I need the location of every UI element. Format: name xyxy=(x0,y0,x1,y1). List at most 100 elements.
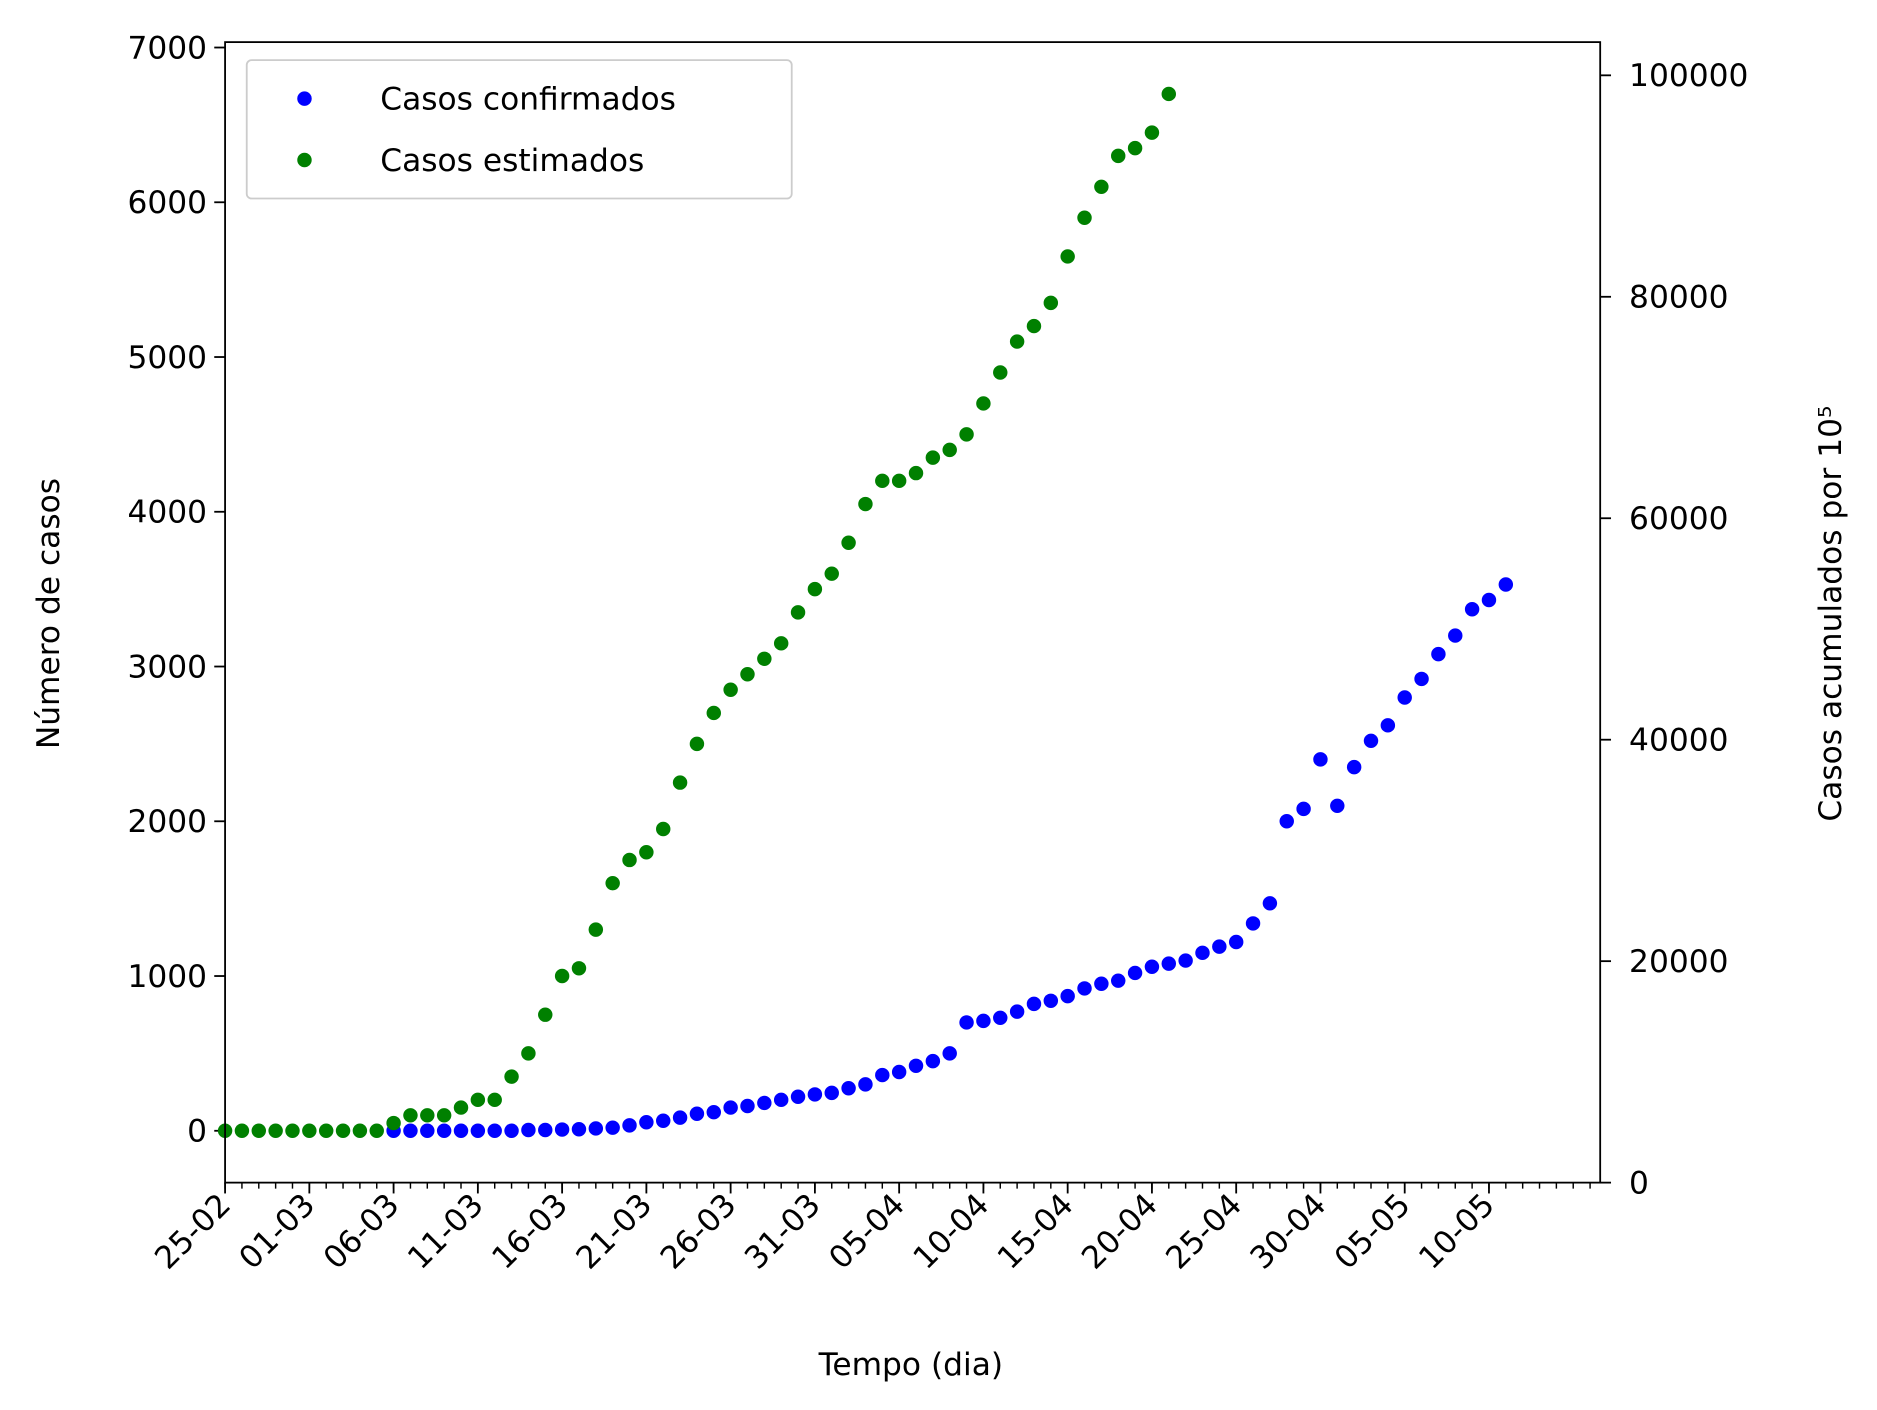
data-point xyxy=(1414,671,1429,687)
legend-label: Casos confirmados xyxy=(380,81,676,117)
data-point xyxy=(1111,148,1126,164)
data-point xyxy=(639,845,654,860)
data-point xyxy=(1228,934,1244,950)
data-point xyxy=(1009,1004,1025,1019)
data-point xyxy=(1245,916,1261,931)
data-point xyxy=(706,705,722,721)
data-point xyxy=(403,1108,418,1123)
data-point xyxy=(571,961,587,976)
data-point xyxy=(740,1098,755,1114)
data-point xyxy=(605,1120,620,1135)
y-tick-label: 3000 xyxy=(127,649,207,685)
data-point xyxy=(1127,140,1143,156)
data-point xyxy=(1212,939,1227,954)
data-point xyxy=(1144,125,1160,140)
y2-axis-label: Casos acumulados por 10⁵ xyxy=(1813,405,1849,821)
data-point xyxy=(1330,798,1345,814)
data-point xyxy=(588,1121,604,1136)
y-tick-label: 4000 xyxy=(127,495,207,531)
data-point xyxy=(251,1123,267,1138)
data-point xyxy=(470,1092,486,1108)
data-point xyxy=(436,1108,452,1123)
data-point xyxy=(1195,945,1210,961)
data-point xyxy=(554,1122,570,1137)
data-point xyxy=(1043,993,1059,1009)
data-point xyxy=(1464,602,1480,617)
data-point xyxy=(504,1123,519,1138)
data-point xyxy=(993,365,1008,380)
x-tick-label: 10-04 xyxy=(907,1187,997,1277)
data-point xyxy=(773,1092,789,1108)
y2-tick-label: 100000 xyxy=(1629,58,1748,94)
data-point xyxy=(1077,210,1092,225)
data-point xyxy=(757,1095,772,1111)
y-axis-label: Número de casos xyxy=(31,478,67,749)
data-point xyxy=(369,1123,384,1138)
data-point xyxy=(420,1108,435,1123)
data-point xyxy=(672,775,688,790)
data-point xyxy=(1296,801,1311,817)
data-point xyxy=(285,1123,300,1138)
data-point xyxy=(1043,295,1059,311)
y-tick-label: 6000 xyxy=(127,185,207,221)
data-point xyxy=(1397,690,1412,705)
data-point xyxy=(875,1067,890,1083)
plot-frame xyxy=(224,41,1602,1184)
data-point xyxy=(1077,981,1092,996)
x-tick-label: 25-04 xyxy=(1159,1187,1249,1277)
legend-label: Casos estimados xyxy=(380,143,644,179)
data-point xyxy=(689,736,705,752)
data-point xyxy=(538,1122,553,1138)
data-point xyxy=(302,1123,317,1138)
data-point xyxy=(1026,318,1042,334)
data-point xyxy=(723,682,738,697)
data-point xyxy=(1111,973,1126,988)
data-point xyxy=(268,1123,283,1138)
data-point xyxy=(942,442,957,458)
data-point xyxy=(1161,956,1177,971)
data-point xyxy=(689,1106,705,1121)
data-point xyxy=(807,581,823,597)
data-point xyxy=(790,1089,806,1104)
data-point xyxy=(891,1064,907,1080)
data-point xyxy=(723,1100,738,1115)
data-point xyxy=(571,1122,587,1137)
data-point xyxy=(1279,814,1294,829)
data-point xyxy=(790,605,806,620)
data-point xyxy=(420,1123,435,1138)
data-point xyxy=(858,1077,873,1092)
data-point xyxy=(1481,592,1497,608)
data-point xyxy=(605,875,620,891)
data-point xyxy=(386,1115,401,1131)
data-point xyxy=(1448,628,1463,643)
data-point xyxy=(656,1113,671,1128)
x-tick-label: 26-03 xyxy=(654,1187,744,1277)
data-point xyxy=(521,1046,536,1061)
data-point xyxy=(622,1118,637,1133)
data-point xyxy=(335,1123,351,1138)
data-point xyxy=(487,1092,502,1108)
data-point xyxy=(1178,953,1193,968)
data-point xyxy=(436,1123,452,1138)
data-point xyxy=(1346,759,1362,775)
data-point xyxy=(453,1100,469,1115)
legend-marker xyxy=(297,152,312,168)
data-point xyxy=(1498,577,1514,592)
x-tick-label: 20-04 xyxy=(1075,1187,1165,1277)
data-point xyxy=(841,1081,856,1096)
data-point xyxy=(1009,334,1025,349)
data-point xyxy=(1094,976,1109,991)
x-tick-label: 15-04 xyxy=(991,1187,1081,1277)
data-point xyxy=(942,1046,957,1061)
y-tick-label: 2000 xyxy=(127,804,207,840)
data-point xyxy=(504,1069,519,1084)
data-point xyxy=(639,1115,654,1130)
y2-tick-label: 20000 xyxy=(1629,944,1728,980)
data-point xyxy=(773,636,789,651)
data-point xyxy=(1060,249,1075,264)
y2-tick-label: 60000 xyxy=(1629,501,1728,537)
x-axis-label: Tempo (dia) xyxy=(818,1347,1003,1383)
data-point xyxy=(538,1007,553,1022)
